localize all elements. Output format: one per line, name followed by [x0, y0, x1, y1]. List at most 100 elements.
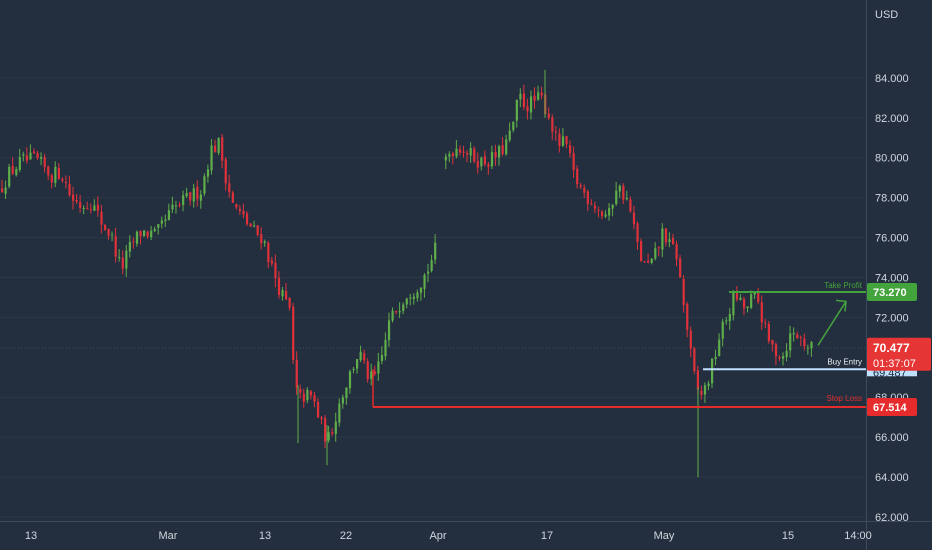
time-tick-label: 17: [541, 530, 553, 542]
candle-body: [395, 311, 398, 313]
candle-body: [742, 299, 746, 309]
candle-body: [334, 421, 337, 435]
candle-body: [618, 185, 621, 192]
candle-body: [72, 194, 75, 201]
candle-body: [643, 261, 646, 263]
candle-body: [412, 296, 415, 299]
candle-body: [515, 99, 518, 121]
price-tick-label: 74.000: [875, 272, 909, 284]
candle-body: [725, 320, 728, 322]
candle-body: [529, 96, 533, 113]
candle-body: [654, 248, 657, 259]
candle-body: [764, 322, 767, 324]
candle-body: [508, 130, 511, 141]
candle-body: [505, 139, 508, 155]
candle-body: [50, 175, 53, 183]
candle-body: [313, 395, 316, 402]
candle-body: [324, 418, 327, 442]
candle-body: [185, 192, 188, 197]
candle-body: [189, 192, 192, 201]
candle-body: [696, 370, 699, 390]
candle-body: [57, 167, 60, 179]
time-axis[interactable]: 13 Mar 13 22 Apr 17 May 15 14:00: [0, 521, 932, 543]
candle-body: [576, 168, 579, 185]
candle-body: [700, 390, 703, 395]
candle-body: [86, 208, 89, 210]
candle-body: [118, 257, 121, 259]
candle-body: [490, 152, 494, 167]
price-tick-label: 80.000: [875, 153, 909, 165]
candle-body: [686, 304, 689, 330]
candle-body: [466, 152, 469, 155]
time-tick-label: 13: [25, 530, 37, 542]
candle-body: [753, 291, 756, 295]
candle-body: [593, 205, 597, 209]
candle-body: [327, 432, 330, 441]
candle-body: [167, 210, 171, 221]
candle-body: [75, 200, 78, 202]
candle-body: [111, 234, 114, 236]
chart-grid: [0, 77, 866, 518]
candle-body: [636, 223, 639, 242]
candle-body: [473, 148, 476, 162]
price-axis[interactable]: USD 84.000 82.000 80.000 78.000 76.000 74.000 7…: [866, 0, 932, 550]
candle-body: [405, 298, 408, 305]
candle-body: [391, 310, 394, 321]
candle-body: [242, 211, 245, 215]
price-tick-label: 62.000: [875, 512, 909, 524]
candle-body: [558, 133, 561, 146]
candle-body: [750, 294, 753, 308]
candle-body: [494, 152, 497, 158]
candle-body: [338, 403, 341, 423]
candle-body: [444, 156, 447, 161]
candle-body: [402, 304, 405, 311]
candle-body: [760, 302, 763, 323]
candle-body: [263, 241, 266, 243]
candle-body: [341, 397, 344, 404]
stop-loss-price-tag: [867, 397, 917, 416]
candle-body: [302, 393, 305, 402]
time-tick-label: Apr: [429, 530, 446, 542]
candle-body: [47, 166, 50, 176]
buy-entry-label: Buy Entry: [827, 357, 862, 366]
candle-body: [615, 190, 618, 204]
candle-body: [18, 157, 21, 170]
candle-body: [657, 247, 660, 249]
candle-body: [640, 241, 643, 261]
candle-body: [150, 230, 153, 238]
candle-body: [693, 348, 696, 372]
candle-body: [380, 354, 384, 362]
candle-body: [498, 146, 501, 158]
time-tick-label: 15: [782, 530, 794, 542]
candle-body: [224, 159, 227, 184]
candle-body: [462, 151, 465, 153]
candle-body: [11, 166, 14, 174]
candlestick-series: [1, 69, 813, 478]
candle-body: [586, 191, 589, 205]
candle-body: [448, 154, 451, 157]
candle-body: [174, 205, 178, 207]
candle-body: [231, 192, 234, 203]
current-price-tag-text: 70.477: [873, 341, 910, 355]
candle-body: [434, 242, 437, 260]
candle-body: [217, 138, 220, 153]
candle-body: [387, 320, 391, 341]
candle-body: [739, 297, 742, 300]
candle-body: [267, 242, 270, 262]
candle-body: [728, 314, 731, 322]
candle-body: [306, 389, 309, 401]
candle-body: [25, 155, 29, 161]
candle-body: [61, 179, 64, 181]
candle-body: [203, 176, 206, 194]
candle-body: [806, 347, 810, 349]
stop-loss-label: Stop Loss: [826, 394, 862, 403]
candle-body: [682, 278, 685, 306]
candle-body: [611, 205, 614, 209]
candle-body: [54, 166, 57, 183]
candle-body: [757, 292, 760, 302]
candle-body: [100, 211, 103, 225]
candle-body: [799, 337, 802, 339]
candle-body: [345, 387, 348, 399]
time-tick-label: Mar: [159, 530, 178, 542]
